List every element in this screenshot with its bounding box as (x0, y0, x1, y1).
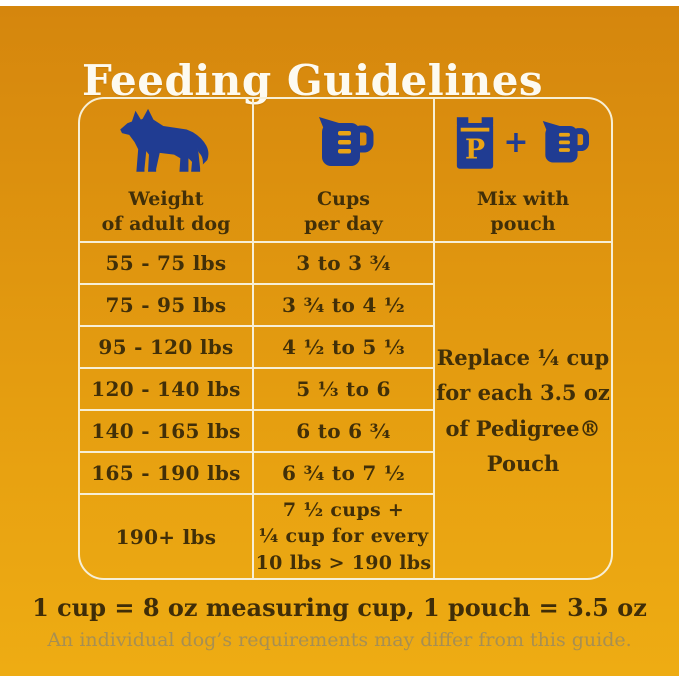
weight-cell: 190+ lbs (80, 493, 252, 578)
measuring-note: 1 cup = 8 oz measuring cup, 1 pouch = 3.… (32, 593, 647, 622)
cups-cell: 6 ¾ to 7 ½ (252, 451, 433, 493)
page-title: Feeding Guidelines (82, 56, 544, 106)
weight-cell: 55 - 75 lbs (80, 241, 252, 283)
header-cups: Cups per day (252, 99, 433, 241)
weight-cell: 75 - 95 lbs (80, 283, 252, 325)
header-mix-label: Mix with pouch (476, 187, 570, 235)
cups-cell: 6 to 6 ¾ (252, 409, 433, 451)
dog-icon (116, 107, 216, 179)
measuring-cup-icon (311, 107, 377, 179)
weight-cell: 120 - 140 lbs (80, 367, 252, 409)
mix-with-pouch-note: Replace ¼ cup for each 3.5 oz of Pedigre… (433, 241, 611, 578)
measuring-cup-icon (542, 120, 589, 163)
pouch-plus-cup-icon: P + (454, 107, 591, 179)
weight-cell: 165 - 190 lbs (80, 451, 252, 493)
weight-cell: 95 - 120 lbs (80, 325, 252, 367)
header-cups-label: Cups per day (304, 187, 383, 235)
disclaimer-text: An individual dog’s requirements may dif… (47, 629, 632, 651)
cups-cell: 4 ½ to 5 ⅓ (252, 325, 433, 367)
weight-cell: 140 - 165 lbs (80, 409, 252, 451)
cups-cell: 7 ½ cups + ¼ cup for every 10 lbs > 190 … (252, 493, 433, 578)
header-mix: P + Mix with pouch (433, 99, 611, 241)
cups-cell: 5 ⅓ to 6 (252, 367, 433, 409)
feeding-guidelines-table: Weight of adult dog Cups per day P (78, 97, 613, 580)
background (0, 6, 679, 676)
header-weight: Weight of adult dog (80, 99, 252, 241)
svg-text:P: P (465, 134, 485, 165)
plus-icon: + (503, 124, 529, 160)
header-weight-label: Weight of adult dog (101, 187, 231, 235)
pouch-icon: P (457, 117, 494, 169)
cups-cell: 3 to 3 ¾ (252, 241, 433, 283)
cups-cell: 3 ¾ to 4 ½ (252, 283, 433, 325)
